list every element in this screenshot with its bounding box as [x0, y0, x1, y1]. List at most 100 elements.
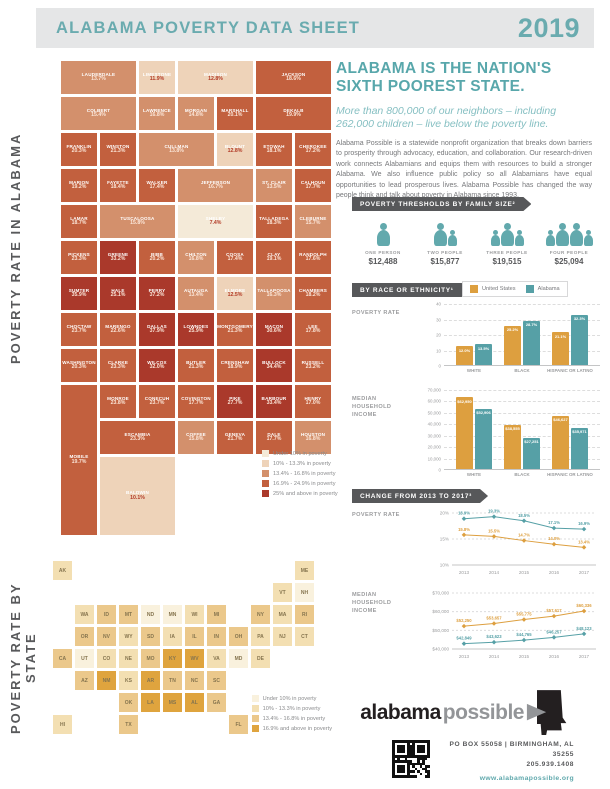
headline-line1: ALABAMA IS THE NATION'S: [336, 60, 552, 77]
county-poverty-rate: 20.3%: [71, 148, 87, 155]
y-tick-label: $40,000: [432, 647, 449, 652]
qr-module: [397, 770, 400, 773]
county-name: SUMTER: [68, 287, 90, 293]
threshold-item: TWO PEOPLE $15,877: [414, 214, 476, 266]
county-region: COOSA 17.4%: [216, 240, 254, 275]
y-tick-label: 15%: [440, 537, 449, 542]
bar: $46,627: [552, 415, 569, 469]
family-icons: [376, 214, 390, 246]
qr-module: [407, 772, 410, 776]
county-name: DALLAS: [147, 323, 167, 329]
y-tick-label: 30,000: [427, 433, 441, 439]
logo-wordmark-gray: possible: [442, 701, 525, 724]
county-poverty-rate: 37.9%: [149, 328, 165, 335]
qr-module: [404, 757, 408, 761]
county-region: MOBILE 19.7%: [60, 384, 98, 536]
qr-module: [412, 750, 415, 753]
county-name: MORGAN: [184, 107, 208, 113]
state-tile: NJ: [272, 626, 293, 647]
county-poverty-rate: 17.8%: [305, 328, 321, 335]
county-name: WILCOX: [147, 359, 167, 365]
us-state-map: AK ME VT NH WA ID MT ND MN WI MI NY MA RI OR NV WY SD IA IL…: [52, 560, 332, 742]
qr-module: [414, 755, 418, 758]
x-tick-label: 2015: [519, 570, 530, 575]
qr-module: [424, 765, 428, 768]
state-tile: KY: [162, 648, 183, 669]
poverty-rate-trend-label: POVERTY RATE: [352, 512, 400, 518]
state-tile: ID: [96, 604, 117, 625]
qr-module: [414, 740, 418, 743]
qr-module: [404, 775, 408, 778]
qr-module: [427, 755, 430, 758]
county-poverty-rate: 17.7%: [305, 184, 321, 191]
bar: 25.2%: [504, 325, 521, 365]
county-poverty-rate: 15.8%: [130, 220, 145, 227]
county-name: PIKE: [229, 395, 241, 401]
county-region: PERRY 37.2%: [138, 276, 176, 311]
data-point: [551, 613, 557, 619]
x-tick-label: 2014: [489, 570, 500, 575]
qr-module: [407, 742, 410, 746]
county-region: MACON 30.6%: [255, 312, 293, 347]
qr-module: [412, 775, 415, 778]
county-name: DEKALB: [283, 107, 304, 113]
county-name: TALLAPOOSA: [257, 287, 291, 293]
qr-module: [419, 740, 423, 743]
page-title: ALABAMA POVERTY DATA SHEET: [56, 18, 361, 37]
county-region: JACKSON 18.6%: [255, 60, 332, 95]
state-tile: NE: [118, 648, 139, 669]
bar-value-label: $62,950: [457, 398, 472, 404]
qr-module: [427, 775, 430, 778]
qr-module: [407, 775, 410, 778]
poverty-rate-by-race-chart: 0 10 20 30 40 12.0% 13.5% WHITE 25.2% 28.7% BLACK 2…: [422, 302, 600, 373]
county-name: HALE: [111, 287, 125, 293]
bar: 12.0%: [456, 346, 473, 365]
county-name: MARSHALL: [221, 107, 249, 113]
x-tick-label: 2016: [549, 654, 560, 659]
y-tick-label: $70,000: [432, 591, 449, 596]
qr-module: [402, 760, 405, 763]
y-tick-label: 50,000: [427, 410, 441, 416]
footer-contact: PO BOX 55058 | BIRMINGHAM, AL 35255 205.…: [392, 740, 574, 782]
county-region: MARENGO 22.6%: [99, 312, 137, 347]
county-name: MACON: [264, 323, 284, 329]
county-region: CULLMAN 13.8%: [138, 132, 215, 167]
qr-module: [402, 750, 405, 753]
county-poverty-rate: 23.3%: [71, 256, 87, 263]
county-name: TUSCALOOSA: [120, 215, 155, 221]
county-region: RUSSELL 23.2%: [294, 348, 332, 383]
county-name: WINSTON: [106, 143, 130, 149]
bar-value-label: $38,555: [505, 426, 520, 432]
x-tick-label: 2015: [519, 654, 530, 659]
legend-swatch: [470, 285, 478, 293]
legend-swatch: [262, 470, 269, 477]
qr-module: [417, 762, 420, 766]
qr-module: [412, 765, 415, 768]
change-banner: CHANGE FROM 2013 TO 2017³: [352, 489, 488, 503]
county-poverty-rate: 17.4%: [227, 256, 243, 263]
county-name: WASHINGTON: [62, 359, 96, 365]
qr-module: [427, 747, 430, 751]
x-tick-label: 2013: [459, 570, 470, 575]
qr-module: [412, 747, 415, 751]
qr-module: [407, 740, 410, 743]
alabama-map-legend: Under 10% in poverty 10% - 13.3% in pover…: [262, 450, 372, 783]
qr-module: [407, 762, 410, 766]
state-tile: MS: [162, 692, 183, 713]
person-icon: [555, 222, 569, 246]
county-name: CONECUH: [144, 395, 170, 401]
poverty-rate-label: POVERTY RATE: [352, 310, 400, 316]
data-point: [461, 516, 467, 522]
data-point: [581, 631, 587, 637]
county-name: CHAMBERS: [298, 287, 328, 293]
county-region: TALLADEGA 18.3%: [255, 204, 293, 239]
county-poverty-rate: 19.1%: [266, 256, 282, 263]
qr-module: [397, 755, 400, 758]
county-name: COOSA: [226, 251, 244, 257]
county-region: MARSHALL 20.1%: [216, 96, 254, 131]
county-name: BUTLER: [186, 359, 206, 365]
bar-value-label: $46,627: [553, 417, 568, 423]
qr-module: [412, 762, 415, 766]
county-poverty-rate: 17.4%: [149, 184, 165, 191]
category-label: WHITE: [466, 368, 482, 373]
